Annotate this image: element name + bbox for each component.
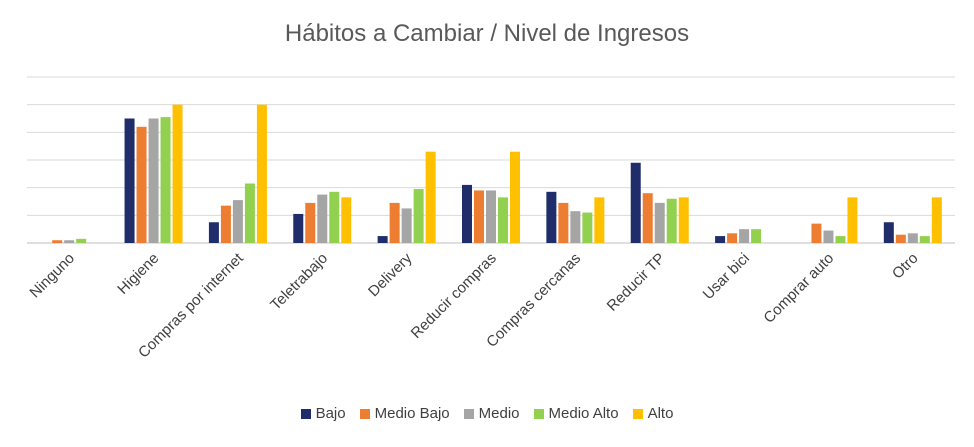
bar xyxy=(341,197,352,243)
bar xyxy=(148,118,159,243)
x-tick-label: Comprar auto xyxy=(760,250,837,327)
bar xyxy=(329,191,340,243)
bar xyxy=(498,197,508,243)
x-tick-label: Compras cercanas xyxy=(483,250,584,351)
x-tick-label: Otro xyxy=(889,250,922,283)
bar xyxy=(739,229,750,243)
bar xyxy=(208,222,219,243)
bar xyxy=(389,202,400,243)
bar xyxy=(594,197,605,243)
bar xyxy=(136,126,147,243)
bar xyxy=(486,190,496,243)
bar xyxy=(256,104,267,244)
bars xyxy=(52,104,942,244)
bar xyxy=(654,202,665,243)
x-tick-label: Usar bici xyxy=(700,250,753,303)
bar xyxy=(751,229,762,243)
x-tick-label: Delivery xyxy=(365,249,416,300)
legend-swatch xyxy=(463,408,474,419)
bar xyxy=(425,151,436,243)
bar xyxy=(305,202,316,243)
legend-swatch xyxy=(533,408,544,419)
legend-item: Alto xyxy=(632,405,674,422)
bar xyxy=(401,208,412,243)
bar xyxy=(124,118,135,243)
legend-label: Medio Bajo xyxy=(374,405,450,422)
x-tick-label: Teletrabajo xyxy=(267,250,331,314)
bar xyxy=(847,197,858,243)
bar xyxy=(546,191,557,243)
legend-swatch xyxy=(632,408,643,419)
bar xyxy=(823,230,834,243)
x-tick-label: Reducir TP xyxy=(604,250,669,315)
bar xyxy=(317,194,328,243)
bar xyxy=(727,233,738,243)
bar xyxy=(570,211,581,243)
bar xyxy=(52,240,63,243)
bar xyxy=(715,236,726,243)
legend: Bajo Medio Bajo Medio Medio Alto Alto xyxy=(0,405,974,422)
bar xyxy=(232,200,243,243)
bar xyxy=(474,190,484,243)
x-tick-label: Higiene xyxy=(114,250,162,298)
legend-label: Medio xyxy=(478,405,520,422)
bar xyxy=(377,236,388,243)
bar xyxy=(630,162,641,243)
bar xyxy=(811,223,822,243)
bar xyxy=(413,189,424,243)
bar xyxy=(883,222,894,243)
bar xyxy=(558,202,569,243)
bar xyxy=(642,193,653,243)
bar xyxy=(678,197,689,243)
bar xyxy=(64,240,75,243)
bar xyxy=(462,184,472,243)
bar xyxy=(172,104,183,244)
legend-item: Medio xyxy=(463,405,520,422)
bar xyxy=(510,151,520,243)
legend-swatch xyxy=(300,408,311,419)
bar xyxy=(160,117,171,243)
bar xyxy=(293,213,304,243)
legend-label: Medio Alto xyxy=(548,405,619,422)
bar xyxy=(244,183,255,243)
legend-swatch xyxy=(359,408,370,419)
legend-item: Bajo xyxy=(300,405,346,422)
legend-label: Bajo xyxy=(315,405,346,422)
bar xyxy=(835,236,846,243)
bar xyxy=(907,233,918,243)
legend-item: Medio Bajo xyxy=(359,405,450,422)
x-tick-label: Ninguno xyxy=(26,250,78,302)
bar xyxy=(76,238,87,243)
legend-item: Medio Alto xyxy=(533,405,619,422)
bar xyxy=(220,205,231,243)
bar xyxy=(895,234,906,243)
chart-title: Hábitos a Cambiar / Nivel de Ingresos xyxy=(284,20,690,47)
bar xyxy=(931,197,942,243)
bar xyxy=(582,212,593,243)
bar xyxy=(919,236,930,243)
bar xyxy=(666,198,677,243)
x-tick-label: Reducir compras xyxy=(408,250,500,342)
legend-label: Alto xyxy=(647,405,674,422)
